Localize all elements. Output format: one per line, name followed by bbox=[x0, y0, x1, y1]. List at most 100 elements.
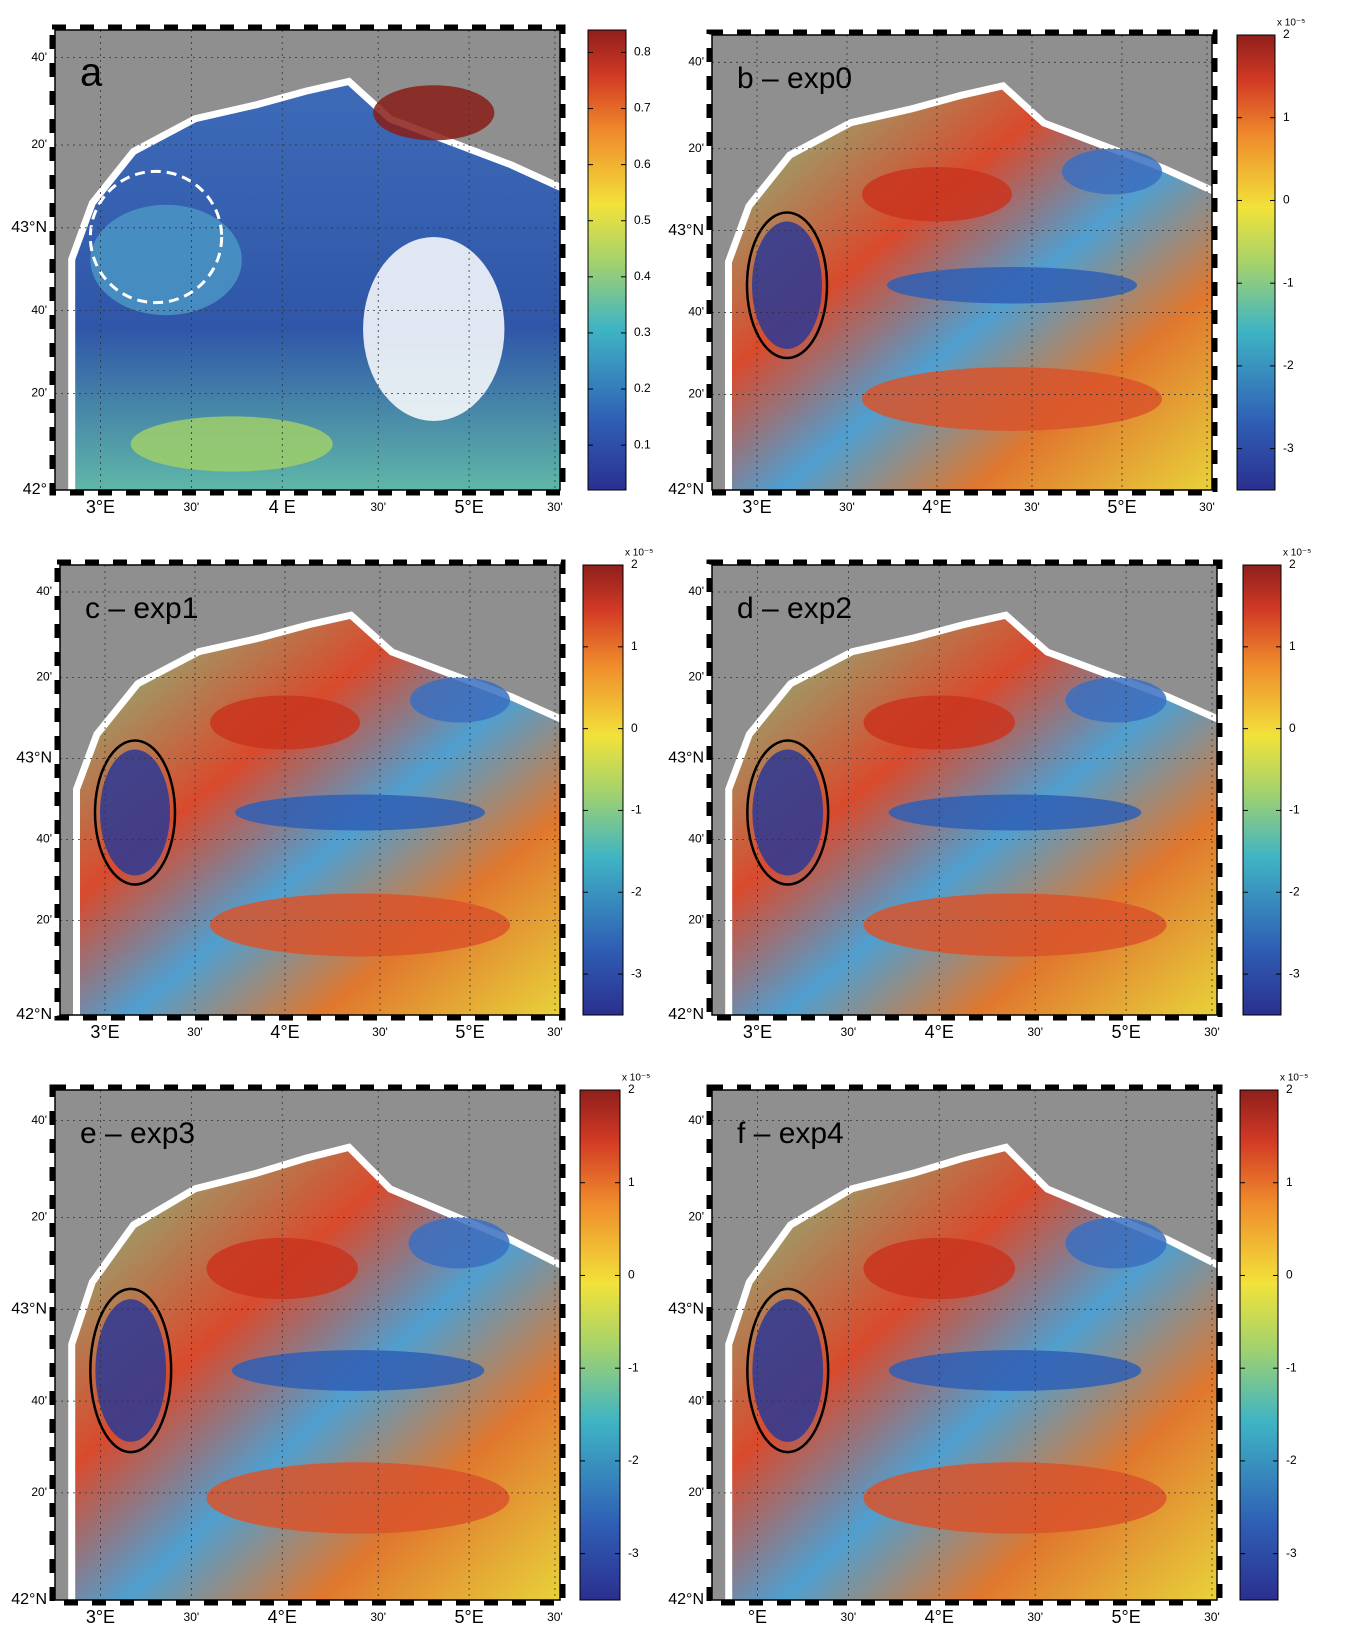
colorbar-tick-label: 0 bbox=[628, 1268, 635, 1282]
lon-label: 3°E bbox=[86, 497, 115, 517]
map-frame bbox=[54, 29, 561, 491]
sea-feature bbox=[130, 416, 333, 472]
colorbar-tick-label: -3 bbox=[1286, 1546, 1297, 1560]
sea-feature bbox=[95, 1299, 167, 1442]
colorbar-tick-label: -3 bbox=[628, 1546, 639, 1560]
lat-label: 40' bbox=[688, 54, 704, 68]
lat-label: 42°N bbox=[11, 1591, 47, 1608]
sea-feature bbox=[752, 221, 822, 349]
colorbar-tick-label: 0.4 bbox=[634, 269, 651, 283]
lon-label: 4°E bbox=[925, 1022, 954, 1042]
colorbar-tick-label: -3 bbox=[1283, 441, 1294, 455]
lon-label: 5°E bbox=[1107, 497, 1136, 517]
lat-label: 20' bbox=[688, 1210, 704, 1224]
colorbar-tick-label: 1 bbox=[1289, 639, 1296, 653]
sea-feature bbox=[863, 893, 1167, 957]
lat-label: 40' bbox=[31, 50, 47, 64]
colorbar-tick-label: 0.5 bbox=[634, 213, 651, 227]
lat-label: 43°N bbox=[668, 222, 704, 239]
panel-label: d – exp2 bbox=[737, 592, 852, 625]
lat-label: 43°N bbox=[11, 1301, 47, 1318]
sea-feature bbox=[90, 204, 242, 316]
lat-label: 42°N bbox=[668, 1591, 704, 1608]
lat-label: 20' bbox=[688, 670, 704, 684]
map-frame-scale bbox=[706, 559, 1223, 1021]
lat-label: 40' bbox=[31, 1393, 47, 1407]
lon-label: 30' bbox=[370, 1610, 386, 1624]
colorbar-tick-label: -2 bbox=[1283, 358, 1294, 372]
lat-label: 40' bbox=[31, 303, 47, 317]
eddy-outline bbox=[93, 739, 177, 886]
lon-label: 4°E bbox=[270, 1022, 299, 1042]
lat-label: 20' bbox=[688, 913, 704, 927]
panel-label: a bbox=[80, 51, 103, 95]
colorbar-tick-label: 2 bbox=[1289, 557, 1296, 571]
colorbar-tick-label: -2 bbox=[1289, 884, 1300, 898]
sea-feature bbox=[206, 1237, 358, 1300]
colorbar-tick-label: 1 bbox=[1286, 1175, 1293, 1189]
colorbar-tick-label: 0.3 bbox=[634, 325, 651, 339]
lon-label: 5°E bbox=[455, 1022, 484, 1042]
colorbar-tick-label: -1 bbox=[1286, 1360, 1297, 1374]
map-frame-scale bbox=[49, 24, 566, 496]
lat-label: 20' bbox=[688, 1485, 704, 1499]
eddy-outline bbox=[88, 169, 224, 305]
lon-label: 5°E bbox=[454, 1607, 483, 1627]
lon-label: 3°E bbox=[90, 1022, 119, 1042]
colorbar-tick-label: 2 bbox=[1283, 27, 1290, 41]
colorbar-tick-label: -3 bbox=[1289, 966, 1300, 980]
lon-label: 30' bbox=[1024, 500, 1040, 514]
eddy-outline bbox=[746, 1287, 830, 1454]
sea-feature bbox=[887, 267, 1137, 304]
colorbar-exponent: x 10⁻⁵ bbox=[1277, 18, 1305, 29]
colorbar-exponent: x 10⁻⁵ bbox=[625, 548, 653, 559]
lat-label: 20' bbox=[36, 670, 52, 684]
colorbar-tick-label: -2 bbox=[628, 1453, 639, 1467]
colorbar-tick-label: 0.2 bbox=[634, 381, 651, 395]
map-frame bbox=[54, 1089, 561, 1601]
map-frame bbox=[711, 564, 1218, 1016]
lat-label: 42°N bbox=[668, 481, 704, 498]
lat-label: 40' bbox=[688, 584, 704, 598]
sea-feature bbox=[231, 1350, 485, 1391]
lat-label: 20' bbox=[688, 141, 704, 155]
lat-label: 43°N bbox=[16, 750, 52, 767]
map-frame-scale bbox=[49, 1084, 566, 1606]
lon-label: 30' bbox=[841, 1025, 857, 1039]
panel-label: e – exp3 bbox=[80, 1117, 195, 1150]
colorbar-tick-label: -2 bbox=[631, 884, 642, 898]
lon-label: 30' bbox=[184, 1610, 200, 1624]
map-frame-scale bbox=[54, 559, 566, 1021]
colorbar-tick-label: 0.1 bbox=[634, 437, 651, 451]
lat-label: 40' bbox=[688, 1393, 704, 1407]
lon-label: 30' bbox=[187, 1025, 203, 1039]
eddy-outline bbox=[89, 1287, 173, 1454]
colorbar-tick-label: 1 bbox=[631, 639, 638, 653]
colorbar bbox=[582, 564, 624, 1016]
map-frame bbox=[711, 34, 1213, 491]
sea-feature bbox=[888, 1350, 1142, 1391]
sea-feature bbox=[1065, 677, 1167, 723]
lon-label: 4°E bbox=[268, 1607, 297, 1627]
lat-label: 40' bbox=[31, 1113, 47, 1127]
lon-label: 30' bbox=[1199, 500, 1215, 514]
panel-label: f – exp4 bbox=[737, 1117, 844, 1150]
colorbar-tick-label: 0.7 bbox=[634, 101, 651, 115]
colorbar bbox=[1239, 1089, 1279, 1601]
lon-label: 30' bbox=[184, 500, 200, 514]
lat-label: 43°N bbox=[668, 750, 704, 767]
lon-label: 4 E bbox=[269, 497, 296, 517]
colorbar-tick-label: 1 bbox=[628, 1175, 635, 1189]
lon-label: 30' bbox=[370, 500, 386, 514]
sea-feature bbox=[1062, 148, 1162, 195]
sea-feature bbox=[862, 367, 1162, 431]
lat-label: 20' bbox=[31, 1210, 47, 1224]
sea-feature bbox=[410, 677, 510, 723]
colorbar-exponent: x 10⁻⁵ bbox=[1280, 1073, 1308, 1084]
lon-label: 3°E bbox=[86, 1607, 115, 1627]
sea-feature bbox=[100, 749, 170, 876]
lon-label: 30' bbox=[839, 500, 855, 514]
colorbar-tick-label: 1 bbox=[1283, 110, 1290, 124]
lon-label: 4°E bbox=[922, 497, 951, 517]
colorbar bbox=[579, 1089, 621, 1601]
